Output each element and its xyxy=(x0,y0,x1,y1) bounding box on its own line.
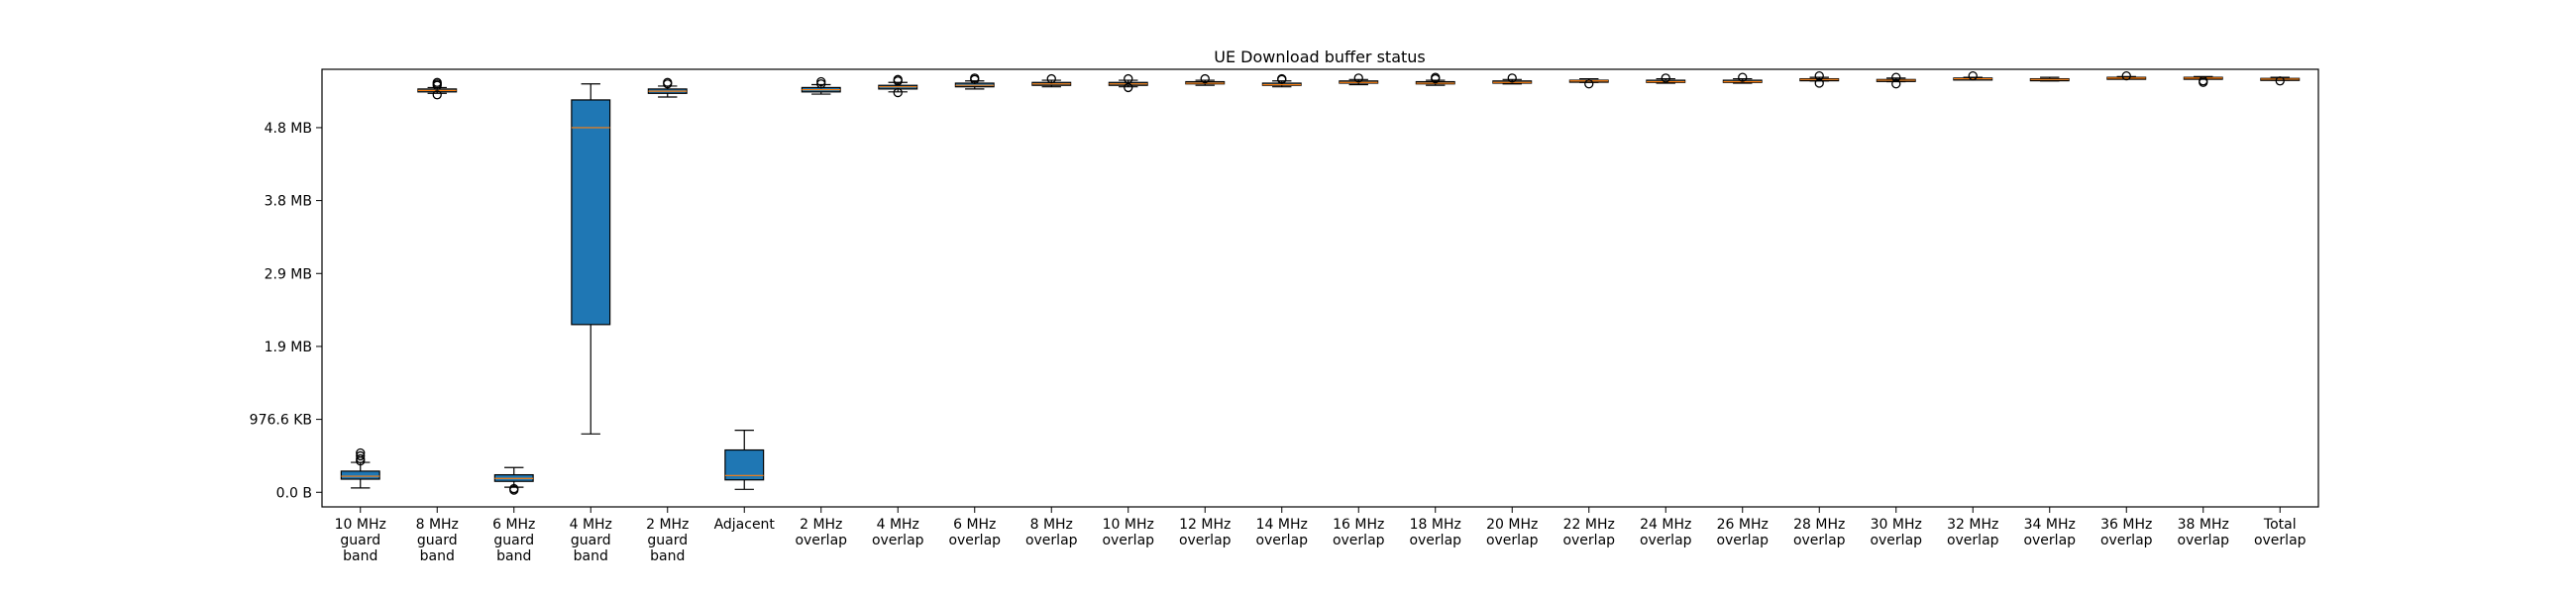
outlier-point xyxy=(1814,70,1824,81)
x-tick-label: 6 MHz overlap xyxy=(948,517,1001,548)
outlier-point xyxy=(1661,73,1670,83)
box-23 xyxy=(2106,70,2147,81)
outlier-point xyxy=(1507,73,1517,83)
box-body xyxy=(340,470,380,480)
outlier-point xyxy=(1584,79,1594,89)
outlier-point xyxy=(970,73,980,83)
outlier-point xyxy=(1200,73,1210,84)
outlier-point xyxy=(1124,73,1133,84)
box-10 xyxy=(1108,73,1148,93)
x-axis-ticks: 10 MHz guard band 8 MHz guard band 6 MHz guard b… xyxy=(335,507,2307,564)
outlier-point xyxy=(1046,73,1056,84)
outlier-point xyxy=(356,453,366,464)
outlier-point xyxy=(663,77,673,87)
outlier-point xyxy=(1968,70,1978,81)
box-4 xyxy=(647,77,688,98)
outlier-point xyxy=(893,74,903,84)
x-tick-label: 30 MHz overlap xyxy=(1870,517,1922,548)
y-tick-label: 4.8 MB xyxy=(265,121,312,137)
box-25 xyxy=(2260,76,2301,86)
box-22 xyxy=(2029,76,2070,82)
outlier-point xyxy=(2275,76,2285,86)
outlier-point xyxy=(356,447,366,458)
box-1 xyxy=(417,77,458,100)
y-tick-label: 0.0 B xyxy=(276,485,312,501)
x-tick-label: 24 MHz overlap xyxy=(1640,517,1692,548)
outlier-point xyxy=(1277,73,1287,84)
x-tick-label: 2 MHz overlap xyxy=(795,517,847,548)
outlier-point xyxy=(2121,70,2131,81)
x-tick-label: 2 MHz guard band xyxy=(646,517,689,564)
box-body xyxy=(724,448,765,481)
x-tick-label: 26 MHz overlap xyxy=(1716,517,1769,548)
x-tick-label: 34 MHz overlap xyxy=(2023,517,2076,548)
chart-title: UE Download buffer status xyxy=(1214,48,1426,66)
x-tick-label: 12 MHz overlap xyxy=(1179,517,1232,548)
outlier-point xyxy=(2199,76,2208,86)
plot-frame xyxy=(321,68,2319,508)
outlier-point xyxy=(893,87,903,98)
x-tick-label: 6 MHz guard band xyxy=(492,517,535,564)
x-tick-label: 28 MHz overlap xyxy=(1793,517,1846,548)
x-tick-label: 20 MHz overlap xyxy=(1486,517,1539,548)
box-17 xyxy=(1646,73,1686,84)
outlier-point xyxy=(1891,79,1901,89)
box-20 xyxy=(1876,72,1916,89)
x-tick-label: 4 MHz overlap xyxy=(872,517,924,548)
box-16 xyxy=(1568,77,1609,89)
x-tick-label: 16 MHz overlap xyxy=(1333,517,1385,548)
outlier-point xyxy=(1891,72,1901,82)
outlier-point xyxy=(1353,73,1363,83)
outlier-point xyxy=(1431,72,1441,82)
box-14 xyxy=(1415,72,1455,86)
box-19 xyxy=(1799,70,1840,88)
box-body xyxy=(571,99,611,326)
box-8 xyxy=(954,73,995,90)
outlier-point xyxy=(432,90,442,100)
box-3 xyxy=(571,83,611,435)
box-0 xyxy=(340,447,380,489)
box-13 xyxy=(1339,73,1379,86)
box-2 xyxy=(493,466,534,495)
x-tick-label: 36 MHz overlap xyxy=(2100,517,2153,548)
x-tick-label: 4 MHz guard band xyxy=(570,517,612,564)
box-21 xyxy=(1953,70,1993,81)
box-5 xyxy=(724,430,765,490)
outlier-point xyxy=(1738,72,1748,82)
box-11 xyxy=(1185,73,1226,86)
x-tick-label: Adjacent xyxy=(714,517,776,533)
box-series xyxy=(340,70,2301,495)
y-tick-label: 2.9 MB xyxy=(265,266,312,282)
outlier-point xyxy=(432,77,442,87)
box-18 xyxy=(1722,72,1763,84)
outlier-point xyxy=(509,483,519,494)
box-7 xyxy=(878,74,918,98)
outlier-point xyxy=(356,450,366,461)
outlier-point xyxy=(816,76,826,87)
x-tick-label: 10 MHz overlap xyxy=(1102,517,1154,548)
box-6 xyxy=(801,76,841,95)
y-axis-ticks: 0.0 B 976.6 KB 1.9 MB 2.9 MB 3.8 MB 4.8 MB xyxy=(250,121,322,501)
y-tick-label: 976.6 KB xyxy=(250,413,312,429)
outlier-point xyxy=(1124,82,1133,93)
x-tick-label: 38 MHz overlap xyxy=(2177,517,2229,548)
x-tick-label: 22 MHz overlap xyxy=(1562,517,1615,548)
box-15 xyxy=(1492,73,1533,85)
y-tick-label: 3.8 MB xyxy=(265,194,312,210)
box-24 xyxy=(2183,75,2223,87)
x-tick-label: 8 MHz guard band xyxy=(416,517,459,564)
box-12 xyxy=(1261,73,1302,88)
x-tick-label: 8 MHz overlap xyxy=(1025,517,1078,548)
x-tick-label: 14 MHz overlap xyxy=(1255,517,1308,548)
y-tick-label: 1.9 MB xyxy=(265,340,312,355)
box-9 xyxy=(1031,73,1072,88)
x-tick-label: Total overlap xyxy=(2254,517,2307,548)
x-tick-label: 32 MHz overlap xyxy=(1947,517,1999,548)
x-tick-label: 10 MHz guard band xyxy=(335,517,386,564)
x-tick-label: 18 MHz overlap xyxy=(1409,517,1461,548)
